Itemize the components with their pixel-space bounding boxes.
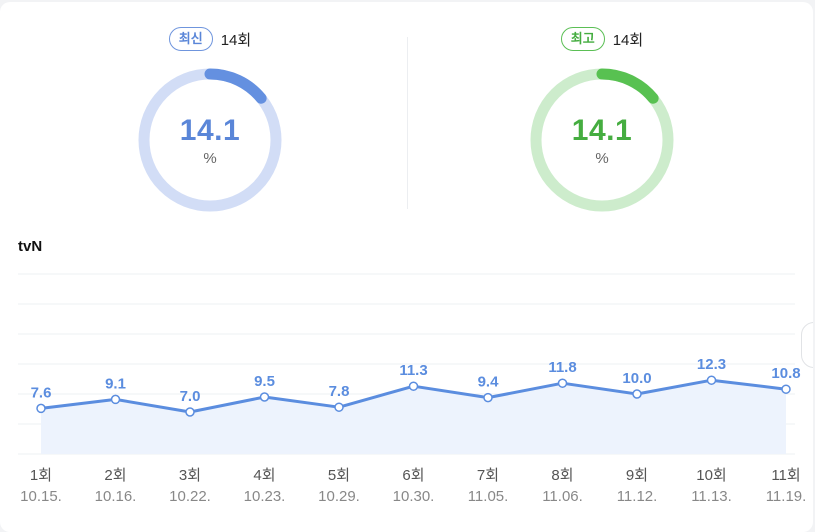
data-point: [36, 403, 46, 414]
x-tick-date: 10.29.: [318, 488, 360, 505]
x-tick-episode: 7회: [477, 467, 499, 484]
gauge-divider: [407, 37, 408, 209]
x-tick-episode: 10회: [696, 467, 727, 484]
data-label: 11.8: [548, 359, 576, 376]
best-rating-unit: %: [595, 150, 609, 167]
data-point: [557, 378, 568, 388]
data-label: 7.0: [180, 388, 201, 405]
data-label: 7.8: [329, 383, 350, 400]
x-tick-date: 11.12.: [617, 488, 658, 505]
x-tick-episode: 3회: [179, 467, 201, 484]
data-point: [706, 375, 717, 385]
data-label: 10.8: [771, 365, 800, 382]
data-label: 7.6: [31, 384, 52, 401]
x-tick-episode: 2회: [104, 467, 126, 484]
x-tick-date: 10.15.: [20, 488, 62, 505]
channel-name: tvN: [18, 238, 43, 255]
data-label: 9.1: [105, 375, 126, 392]
x-tick-episode: 4회: [253, 467, 275, 484]
data-label: 10.0: [622, 370, 651, 387]
x-tick-date: 10.23.: [244, 488, 286, 505]
x-tick-episode: 1회: [30, 467, 52, 484]
x-tick-episode: 5회: [328, 467, 350, 484]
series-area: [41, 380, 786, 454]
x-tick-episode: 6회: [402, 467, 424, 484]
data-point: [110, 394, 121, 405]
x-tick-date: 11.06.: [542, 488, 583, 505]
x-tick-date: 11.19.: [766, 488, 807, 505]
data-point: [632, 389, 642, 399]
latest-ring-progress: [138, 68, 282, 212]
latest-ring: [138, 68, 282, 212]
x-tick-date: 10.22.: [169, 488, 211, 505]
data-label: 9.5: [254, 373, 275, 390]
x-tick-date: 10.16.: [95, 488, 137, 505]
x-tick-episode: 8회: [551, 467, 573, 484]
x-tick-date: 11.13.: [691, 488, 732, 505]
best-badge: 최고: [560, 27, 605, 51]
best-rating-value: 14.1: [571, 114, 633, 147]
x-tick-episode: 11회: [771, 467, 800, 484]
data-label: 12.3: [697, 356, 726, 373]
latest-badge: 최신: [168, 27, 213, 51]
data-point: [483, 392, 493, 403]
data-point: [185, 407, 195, 417]
data-point: [408, 381, 419, 391]
data-point: [781, 384, 791, 394]
data-point: [334, 402, 344, 412]
best-ring-progress: [530, 68, 674, 212]
latest-rating-value: 14.1: [179, 114, 241, 147]
data-label: 9.4: [478, 374, 500, 391]
latest-episode: 14회: [220, 31, 252, 49]
best-rating-gauge: 최고 14회 14.1 %: [472, 24, 732, 224]
latest-rating-unit: %: [203, 150, 217, 167]
x-tick-date: 10.30.: [393, 488, 435, 505]
best-episode: 14회: [612, 31, 644, 49]
data-point: [259, 392, 270, 402]
x-tick-episode: 9회: [626, 467, 648, 484]
data-label: 11.3: [399, 362, 427, 379]
latest-rating-gauge: 최신 14회 14.1 %: [80, 24, 340, 224]
x-tick-date: 11.05.: [468, 488, 509, 505]
ratings-line-chart: 7.6 1회 10.15. 9.1 2회 10.16. 7.0 3회 10.22. 9.5 4회 10…: [18, 273, 807, 505]
latest-gauge-header: 최신 14회: [80, 26, 340, 52]
best-ring: [530, 68, 674, 212]
best-gauge-header: 최고 14회: [472, 26, 732, 52]
